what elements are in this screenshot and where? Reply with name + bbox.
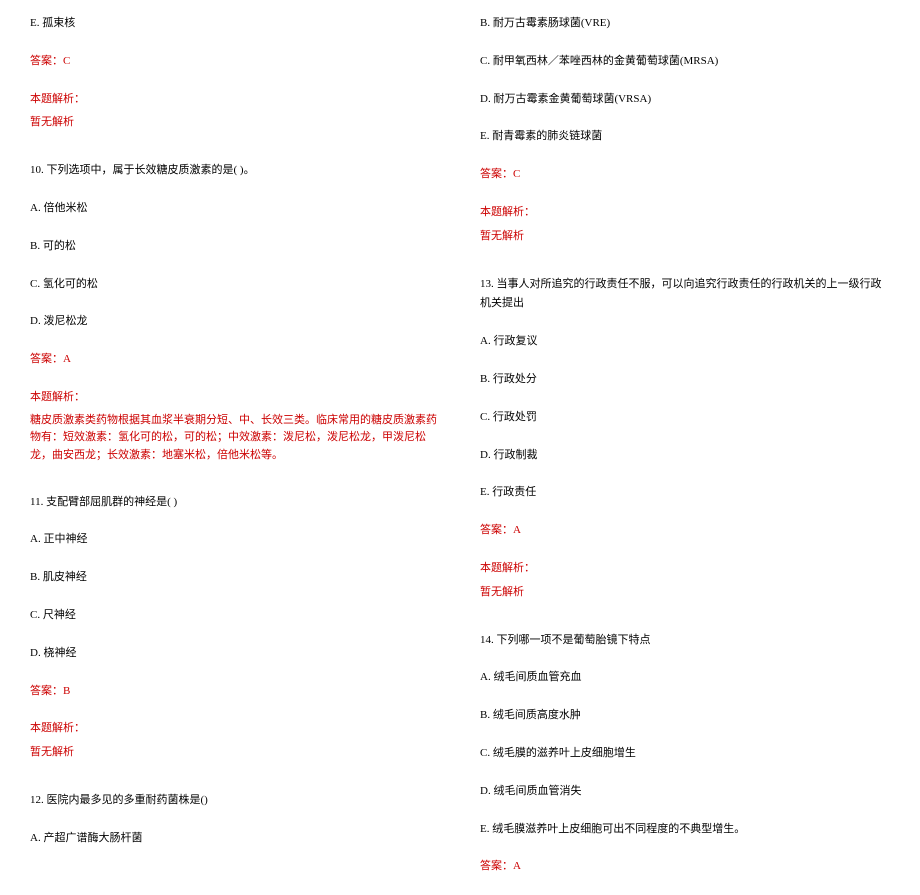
q13-stem: 13. 当事人对所追究的行政责任不服，可以向追究行政责任的行政机关的上一级行政机… [480,275,890,315]
left-column: E. 孤束核 答案：C 本题解析： 暂无解析 10. 下列选项中，属于长效糖皮质… [30,14,460,881]
q12-option-b: B. 耐万古霉素肠球菌(VRE) [480,14,890,34]
q13-option-c: C. 行政处罚 [480,408,890,428]
q10-option-c: C. 氢化可的松 [30,275,440,295]
q14-stem: 14. 下列哪一项不是葡萄胎镜下特点 [480,631,890,651]
q10-option-b: B. 可的松 [30,237,440,257]
q13-option-d: D. 行政制裁 [480,446,890,466]
q10-stem: 10. 下列选项中，属于长效糖皮质激素的是( )。 [30,161,440,181]
q12-option-d: D. 耐万古霉素金黄葡萄球菌(VRSA) [480,90,890,110]
q13-option-e: E. 行政责任 [480,483,890,503]
q10-option-a: A. 倍他米松 [30,199,440,219]
q9-analysis-label: 本题解析： [30,90,440,110]
q14-option-d: D. 绒毛间质血管消失 [480,782,890,802]
q12-option-a: A. 产超广谱酶大肠杆菌 [30,829,440,849]
q12-analysis-label: 本题解析： [480,203,890,223]
q9-analysis: 暂无解析 [30,113,440,133]
right-column: B. 耐万古霉素肠球菌(VRE) C. 耐甲氧西林／苯唑西林的金黄葡萄球菌(MR… [460,14,890,881]
q9-answer: 答案：C [30,52,440,72]
q12-analysis: 暂无解析 [480,227,890,247]
q14-option-a: A. 绒毛间质血管充血 [480,668,890,688]
q13-analysis-label: 本题解析： [480,559,890,579]
q13-analysis: 暂无解析 [480,583,890,603]
q11-option-a: A. 正中神经 [30,530,440,550]
q11-stem: 11. 支配臂部屈肌群的神经是( ) [30,493,440,513]
q11-analysis: 暂无解析 [30,743,440,763]
q10-option-d: D. 泼尼松龙 [30,312,440,332]
q10-analysis-label: 本题解析： [30,388,440,408]
q12-stem: 12. 医院内最多见的多重耐药菌株是() [30,791,440,811]
q11-option-b: B. 肌皮神经 [30,568,440,588]
q13-option-a: A. 行政复议 [480,332,890,352]
q11-option-c: C. 尺神经 [30,606,440,626]
q11-option-d: D. 桡神经 [30,644,440,664]
q13-answer: 答案：A [480,521,890,541]
q10-answer: 答案：A [30,350,440,370]
q14-answer: 答案：A [480,857,890,877]
q10-analysis: 糖皮质激素类药物根据其血浆半衰期分短、中、长效三类。临床常用的糖皮质激素药物有：… [30,412,440,465]
q12-answer: 答案：C [480,165,890,185]
q13-option-b: B. 行政处分 [480,370,890,390]
q12-option-e: E. 耐青霉素的肺炎链球菌 [480,127,890,147]
q11-answer: 答案：B [30,682,440,702]
q12-option-c: C. 耐甲氧西林／苯唑西林的金黄葡萄球菌(MRSA) [480,52,890,72]
q14-option-b: B. 绒毛间质高度水肿 [480,706,890,726]
exam-page: E. 孤束核 答案：C 本题解析： 暂无解析 10. 下列选项中，属于长效糖皮质… [0,0,920,895]
q14-option-e: E. 绒毛膜滋养叶上皮细胞可出不同程度的不典型增生。 [480,820,890,840]
q9-option-e: E. 孤束核 [30,14,440,34]
q11-analysis-label: 本题解析： [30,719,440,739]
q14-option-c: C. 绒毛膜的滋养叶上皮细胞增生 [480,744,890,764]
